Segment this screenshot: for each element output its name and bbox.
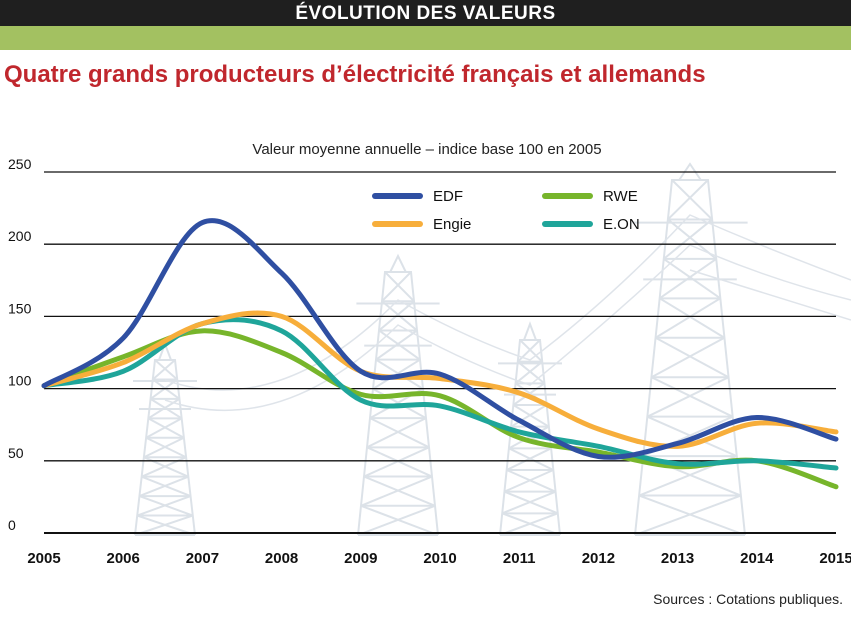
source-note: Sources : Cotations publiques. (653, 591, 843, 607)
x-tick-label: 2012 (582, 550, 615, 567)
legend-label: E.ON (603, 216, 640, 233)
legend-label: EDF (433, 188, 463, 205)
pylon-brace (363, 475, 436, 507)
pylon-brace (384, 271, 415, 302)
power-cables (164, 214, 851, 411)
y-tick-label: 0 (8, 517, 16, 533)
pylon-brace (147, 417, 185, 439)
cable (689, 269, 851, 321)
cable (164, 244, 851, 411)
legend-label: Engie (433, 216, 471, 233)
x-tick-label: 2007 (186, 550, 219, 567)
series-line-edf (41, 218, 839, 460)
pylon-brace (145, 417, 183, 439)
x-tick-label: 2014 (740, 550, 774, 567)
pylon-peak (389, 253, 407, 273)
pylon-1 (133, 341, 197, 536)
y-tick-label: 150 (8, 300, 32, 316)
x-tick-label: 2015 (819, 550, 851, 567)
pylon-brace (638, 494, 746, 536)
section-header: ÉVOLUTION DES VALEURS (0, 0, 851, 26)
cable (164, 214, 851, 391)
series-line-engie (41, 310, 839, 449)
pylon-brace (646, 376, 729, 418)
y-tick-label: 200 (8, 228, 32, 244)
x-tick-label: 2009 (344, 550, 377, 567)
pylon-brace (136, 495, 191, 517)
pylon-peak (678, 162, 702, 181)
x-tick-label: 2005 (27, 550, 60, 567)
chart-subtitle: Valeur moyenne annuelle – indice base 10… (252, 141, 601, 158)
pylon-brace (506, 447, 552, 471)
x-axis-ticks: 2005 2006 2007 2008 2009 2010 2011 2012 2013 2014… (27, 550, 851, 567)
pylon-brace (154, 359, 178, 381)
x-tick-label: 2006 (107, 550, 140, 567)
pylon-brace (134, 514, 194, 536)
pylon-brace (381, 271, 412, 302)
pylon-brace (366, 417, 427, 449)
pylon-brace (512, 404, 550, 428)
pylon-brace (667, 179, 709, 221)
y-tick-label: 100 (8, 373, 32, 389)
pylon-brace (663, 218, 713, 260)
y-tick-label: 50 (8, 445, 24, 461)
pylon-peak (523, 321, 537, 341)
header-accent-bar (0, 26, 851, 50)
pylon-brace (650, 336, 725, 379)
pylon-brace (671, 179, 713, 221)
x-tick-label: 2008 (265, 550, 298, 567)
pylon-brace (363, 446, 430, 478)
pylon-brace (152, 359, 176, 381)
chart-gridlines (44, 171, 836, 534)
pylon-brace (369, 417, 430, 449)
pylon-brace (655, 297, 721, 339)
pylon-brace (651, 376, 734, 418)
pylon-brace (366, 446, 433, 478)
chart-series (41, 218, 839, 490)
pylon-brace (517, 360, 546, 385)
x-tick-label: 2011 (503, 550, 536, 567)
pylon-4 (632, 162, 748, 536)
pylon-background-illustration (133, 162, 851, 536)
pylon-brace (360, 475, 433, 507)
pylon-brace (659, 297, 725, 339)
x-tick-label: 2010 (423, 550, 456, 567)
chart-legend: EDF Engie RWE E.ON (372, 188, 640, 233)
chart-title: Quatre grands producteurs d’électricité … (4, 61, 706, 88)
pylon-brace (501, 490, 556, 515)
pylon-brace (634, 494, 742, 536)
pylon-brace (510, 404, 548, 428)
pylon-brace (655, 336, 730, 379)
pylon-brace (139, 475, 189, 498)
pylon-brace (499, 512, 559, 536)
pylon-brace (514, 360, 543, 385)
pylon-brace (357, 504, 436, 536)
y-tick-label: 250 (8, 156, 32, 172)
pylon-brace (517, 339, 541, 363)
pylon-brace (519, 339, 543, 363)
pylon-brace (143, 436, 185, 459)
y-axis-ticks: 0 50 100 150 200 250 (8, 156, 32, 533)
pylon-brace (360, 504, 439, 536)
legend-label: RWE (603, 188, 638, 205)
x-tick-label: 2013 (661, 550, 694, 567)
pylon-brace (504, 469, 554, 493)
